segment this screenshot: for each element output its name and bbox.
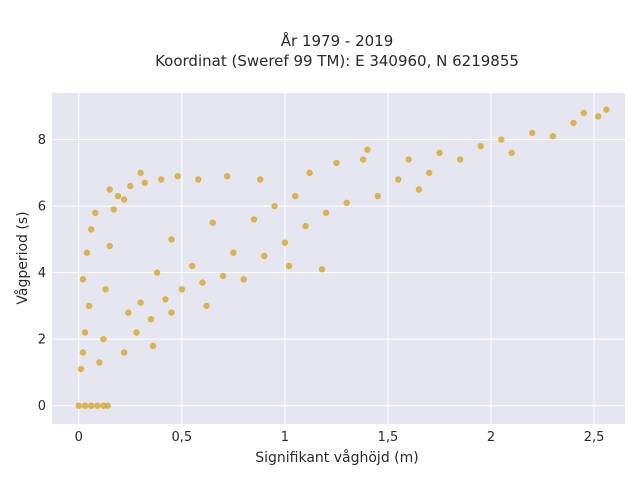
- y-tick-label: 2: [38, 333, 46, 348]
- data-point: [322, 209, 330, 216]
- data-point: [219, 272, 227, 280]
- data-point: [77, 365, 85, 373]
- data-point: [104, 402, 111, 409]
- data-point: [141, 179, 148, 186]
- data-point: [147, 316, 155, 323]
- chart-title: År 1979 - 2019: [281, 31, 394, 50]
- data-point: [203, 302, 210, 310]
- data-point: [415, 186, 423, 193]
- data-point: [364, 146, 371, 153]
- data-point: [79, 276, 87, 283]
- data-point: [224, 173, 231, 180]
- y-axis-label: Vågperiod (s): [14, 211, 31, 304]
- data-point: [88, 402, 95, 409]
- data-point: [426, 169, 433, 176]
- data-point: [110, 206, 118, 213]
- y-tick-label: 4: [38, 266, 46, 281]
- y-tick-label: 0: [38, 399, 46, 414]
- data-point: [405, 156, 412, 163]
- data-point: [79, 349, 87, 356]
- data-point: [306, 169, 313, 176]
- data-point: [81, 329, 89, 336]
- data-point: [94, 402, 101, 409]
- grid-lines: [52, 93, 625, 424]
- data-point: [436, 149, 443, 157]
- data-point: [137, 299, 144, 306]
- x-tick-label: 1: [281, 430, 289, 445]
- x-tick-label: 0: [75, 430, 83, 445]
- data-point: [127, 182, 134, 190]
- x-tick-label: 0,5: [172, 430, 193, 445]
- x-axis-label: Signifikant våghöjd (m): [255, 449, 418, 466]
- data-point: [83, 249, 91, 256]
- data-point: [271, 202, 278, 210]
- data-point: [333, 159, 340, 167]
- data-point: [125, 309, 132, 316]
- data-point: [395, 176, 402, 183]
- data-point: [456, 156, 464, 163]
- data-point: [257, 176, 264, 183]
- data-point: [374, 192, 381, 200]
- data-point: [360, 156, 367, 163]
- x-tick-label: 1,5: [378, 430, 399, 445]
- data-point: [100, 336, 107, 343]
- data-point: [498, 136, 505, 143]
- plot-area: [52, 93, 625, 424]
- data-point: [250, 216, 258, 223]
- data-point: [285, 262, 293, 270]
- data-point: [120, 349, 128, 356]
- data-point: [106, 186, 113, 193]
- data-point: [133, 329, 140, 336]
- data-point: [199, 279, 206, 286]
- data-points: [75, 106, 610, 409]
- data-point: [549, 133, 557, 140]
- data-point: [168, 236, 175, 243]
- data-point: [96, 359, 103, 366]
- data-point: [102, 286, 109, 293]
- data-point: [120, 196, 128, 203]
- data-point: [92, 209, 99, 216]
- data-point: [85, 302, 93, 310]
- data-point: [261, 252, 268, 260]
- data-point: [580, 109, 587, 117]
- data-point: [508, 149, 515, 157]
- data-point: [570, 119, 577, 127]
- data-point: [529, 129, 536, 137]
- data-point: [81, 402, 89, 409]
- data-point: [158, 176, 165, 183]
- data-point: [137, 169, 144, 176]
- data-point: [209, 219, 216, 226]
- y-tick-label: 8: [38, 133, 46, 148]
- y-axis-ticks: 0 2 4 6 8: [38, 133, 46, 414]
- data-point: [195, 176, 202, 183]
- x-tick-label: 2,5: [584, 430, 605, 445]
- chart-subtitle: Koordinat (Sweref 99 TM): E 340960, N 62…: [155, 52, 519, 70]
- data-point: [174, 173, 181, 180]
- data-point: [75, 402, 83, 409]
- data-point: [595, 113, 602, 120]
- data-point: [189, 262, 196, 270]
- data-point: [477, 143, 484, 150]
- data-point: [114, 192, 122, 200]
- data-point: [230, 249, 237, 256]
- data-point: [178, 286, 186, 293]
- data-point: [88, 226, 95, 233]
- data-point: [292, 192, 299, 200]
- data-point: [162, 296, 169, 303]
- data-point: [603, 106, 610, 113]
- data-point: [149, 342, 157, 349]
- data-point: [106, 242, 113, 250]
- x-axis-ticks: 0 0,5 1 1,5 2 2,5: [75, 430, 605, 445]
- data-point: [318, 266, 326, 273]
- data-point: [240, 276, 247, 283]
- y-tick-label: 6: [38, 200, 46, 215]
- x-tick-label: 2: [487, 430, 495, 445]
- data-point: [302, 222, 309, 230]
- data-point: [168, 309, 175, 316]
- data-point: [343, 199, 350, 206]
- data-point: [153, 269, 161, 276]
- data-point: [281, 239, 289, 246]
